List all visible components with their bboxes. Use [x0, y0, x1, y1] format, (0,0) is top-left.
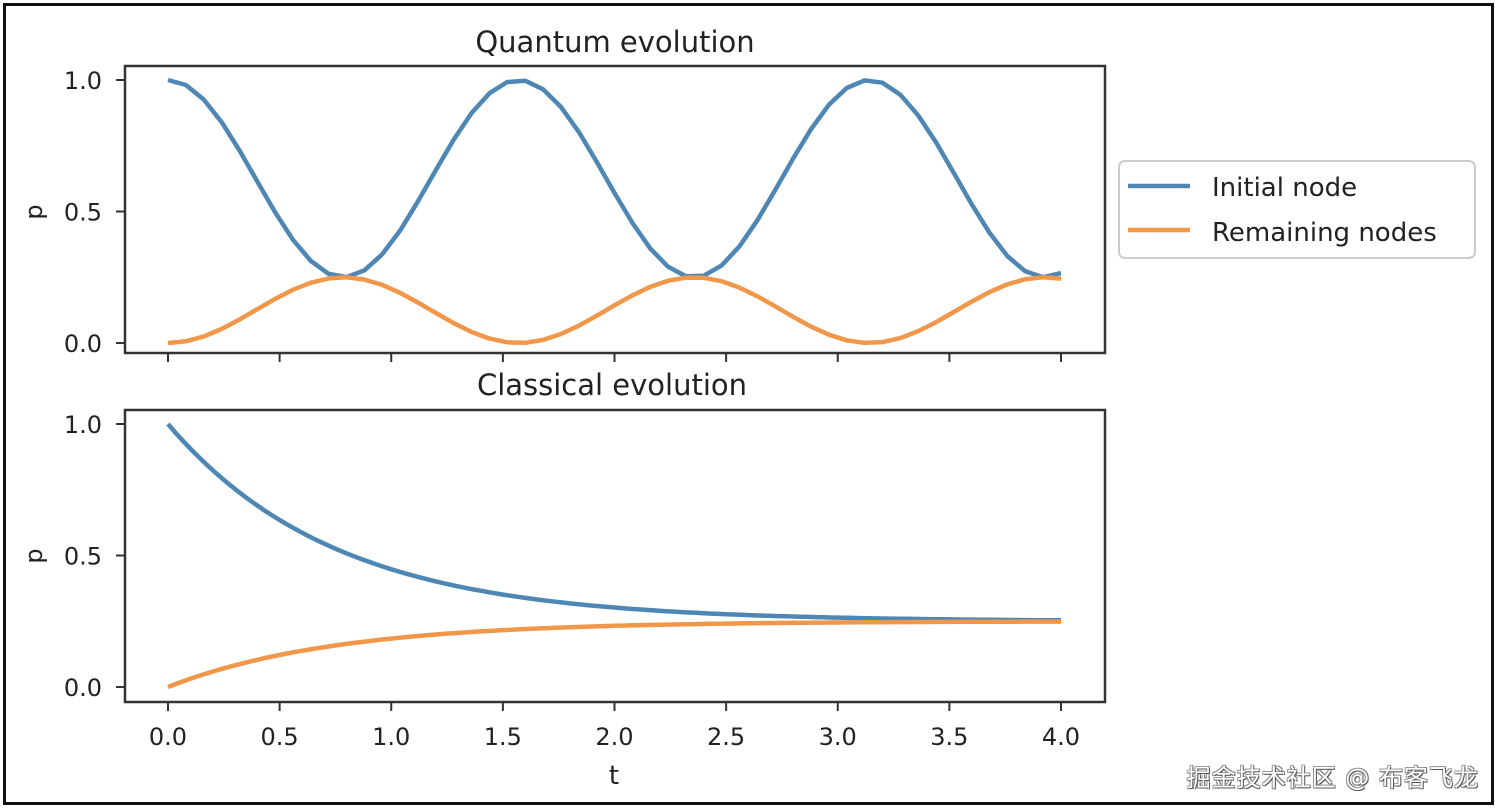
x-tick-label: 1.5 — [484, 723, 522, 751]
classical-title: Classical evolution — [477, 368, 747, 402]
y-tick-label: 0.5 — [64, 199, 102, 227]
x-tick-label: 3.5 — [930, 723, 968, 751]
legend-label-remaining: Remaining nodes — [1212, 218, 1437, 248]
y-tick-label: 0.5 — [64, 543, 102, 571]
x-tick-label: 2.0 — [595, 723, 633, 751]
classical-axes: Classical evolution 0.0 0.5 1.0 1.5 2.0 2.5 3.… — [20, 368, 1107, 791]
quantum-axes: Quantum evolution 0.0 0.5 1.0 p — [20, 25, 1107, 362]
quantum-title: Quantum evolution — [475, 25, 754, 59]
x-tick-label: 0.5 — [261, 723, 299, 751]
series-line-initial — [167, 77, 1062, 280]
y-tick-label: 1.0 — [64, 411, 102, 439]
x-tick-label: 4.0 — [1042, 723, 1080, 751]
x-axis-label: t — [609, 761, 619, 791]
watermark: 掘金技术社区 @ 布客飞龙 — [1186, 764, 1479, 792]
y-tick-label: 0.0 — [64, 674, 102, 702]
quantum-ylabel: p — [20, 204, 48, 219]
classical-ylabel: p — [20, 548, 48, 563]
series-line-initial — [166, 422, 1061, 623]
legend: Initial node Remaining nodes — [1118, 160, 1476, 259]
series-line-remaining — [167, 619, 1061, 690]
series-line-remaining — [167, 275, 1062, 346]
legend-label-initial: Initial node — [1212, 173, 1357, 203]
y-tick-label: 0.0 — [64, 330, 102, 358]
y-tick-label: 1.0 — [64, 67, 102, 95]
x-tick-label: 1.0 — [372, 723, 410, 751]
x-tick-label: 2.5 — [707, 723, 745, 751]
x-tick-label: 3.0 — [819, 723, 857, 751]
figure-frame — [3, 3, 1494, 805]
x-tick-label: 0.0 — [149, 723, 187, 751]
